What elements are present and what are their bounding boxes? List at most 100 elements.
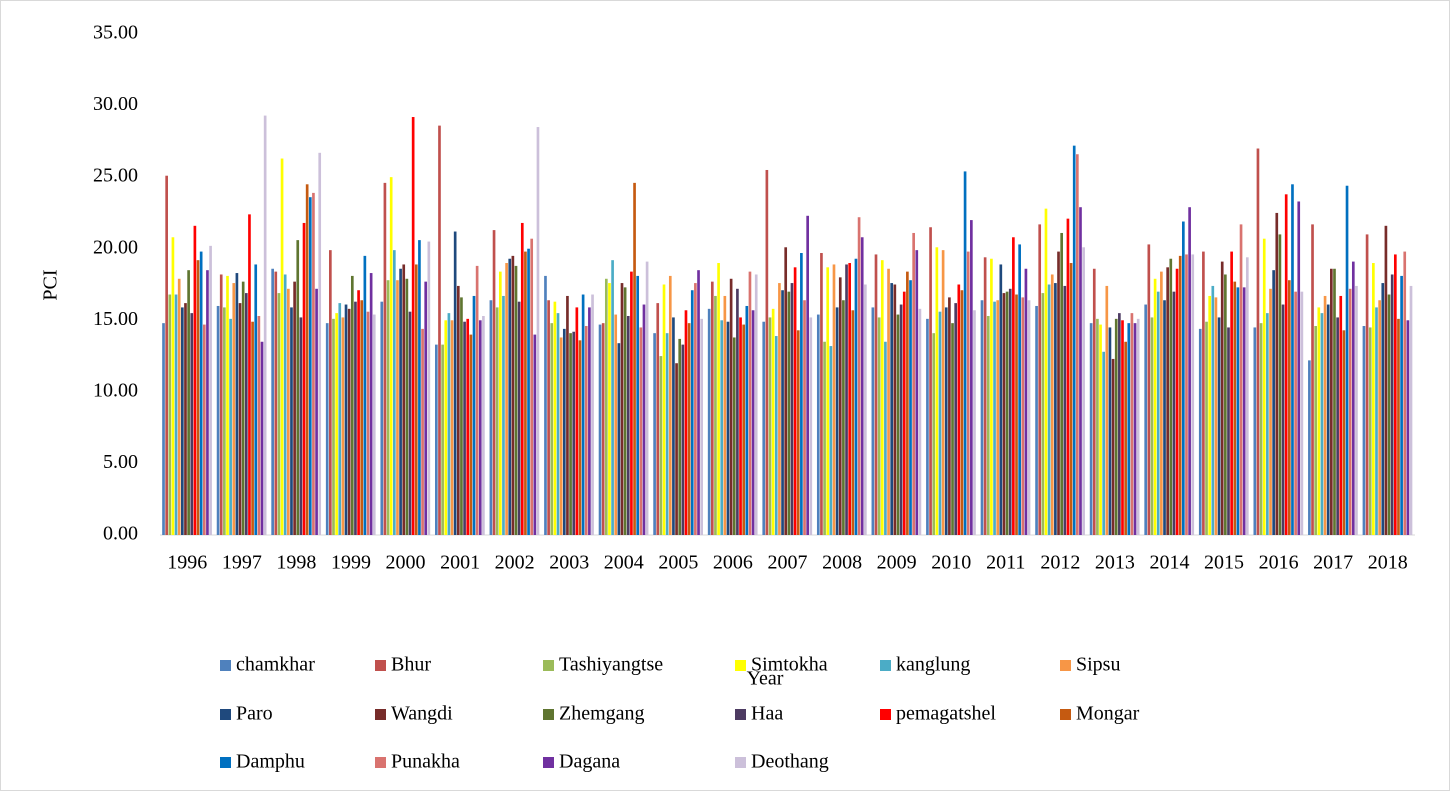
bar [1156,291,1160,535]
bar [1236,287,1240,535]
bar [469,334,473,535]
bar [1178,255,1182,535]
bar [736,288,739,535]
bar [1041,293,1045,535]
x-tick-label: 2001 [440,552,480,574]
bar [999,264,1003,535]
bar [899,304,903,535]
x-tick-label: 2000 [386,552,426,574]
x-tick-label: 2014 [1149,552,1189,574]
bar [569,333,572,535]
bar [960,290,964,535]
legend-swatch [220,709,231,720]
bar [325,323,329,535]
bar [642,304,646,535]
bar [1208,295,1212,535]
bar [219,274,223,535]
bar [1099,324,1102,535]
bar [1323,295,1327,535]
bar [527,248,530,535]
bar [1005,291,1009,535]
bar [1092,268,1096,535]
bar [717,263,720,535]
x-tick-label: 2006 [713,552,753,574]
bar [168,294,172,535]
bar [1057,251,1060,535]
bar [848,263,852,535]
x-tick-label: 2002 [495,552,535,574]
bar [681,344,685,535]
bar [1320,313,1324,535]
bar [1339,295,1343,535]
bar [1314,326,1317,535]
bar [864,284,867,535]
bar [274,271,278,535]
bar [556,313,560,535]
bar [1163,300,1166,535]
bar [248,214,251,536]
bar [1365,234,1369,535]
bar [1375,307,1378,535]
bar [165,175,168,535]
bar [1191,254,1195,535]
bar [687,323,691,535]
bar [1275,212,1279,535]
bar [1348,288,1352,535]
x-tick-label: 2003 [549,552,589,574]
bar [466,318,470,535]
bar [1253,327,1257,535]
bar [283,274,287,535]
bar [1400,275,1403,535]
bar [604,278,608,535]
legend-label: Dagana [559,751,620,773]
bar [739,317,742,535]
bar [857,217,861,536]
bar [1060,232,1063,535]
bar [990,258,993,535]
x-tick-label: 1997 [222,552,262,574]
bar [957,284,961,535]
bar [1172,291,1176,535]
bar [244,293,248,535]
bar [1256,148,1260,535]
bar [1336,317,1339,535]
legend-swatch [735,660,746,671]
bar [508,258,512,535]
bar [1220,261,1224,535]
bar [1127,323,1131,535]
legend-label: Simtokha [751,654,828,676]
x-tick-label: 2018 [1368,552,1408,574]
y-tick-label: 35.00 [93,22,138,44]
bar [533,334,537,535]
bar [617,343,621,535]
bar [441,344,444,535]
bar [835,307,839,535]
bar [1102,351,1106,535]
bar [1297,201,1301,535]
bar [768,317,772,535]
legend-swatch [543,660,554,671]
bar [935,247,939,536]
bar [209,245,212,535]
bar [854,258,858,535]
bar [809,317,813,535]
x-tick-label: 1996 [167,552,207,574]
y-axis-label: PCI [40,269,62,300]
legend-label: Damphu [236,751,305,773]
bar [941,250,945,535]
bar [338,303,342,535]
bar [932,333,936,535]
x-tick-label: 1999 [331,552,371,574]
bar [460,297,463,535]
bar [720,320,724,535]
bar [684,310,688,535]
bar [502,295,505,535]
bar [187,270,190,535]
bar [347,308,351,535]
bar [906,271,909,535]
legend-label: Bhur [391,654,431,676]
bar [1182,221,1185,535]
bar [678,338,682,535]
bar [973,310,976,535]
bar [372,314,376,535]
